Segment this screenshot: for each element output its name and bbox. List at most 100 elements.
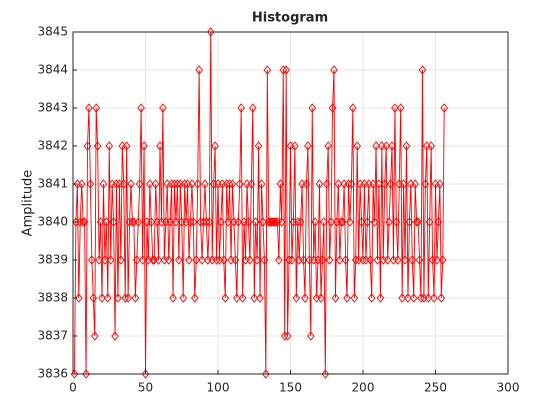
data-point (414, 217, 422, 227)
data-point (117, 255, 125, 265)
data-point (147, 217, 156, 227)
data-point (437, 293, 446, 303)
data-point (401, 255, 409, 265)
data-point (154, 255, 163, 265)
data-point (235, 179, 244, 189)
x-tick-label: 0 (69, 381, 77, 395)
data-point (237, 103, 245, 113)
data-point (308, 103, 317, 113)
data-point (424, 293, 433, 303)
data-point (196, 217, 205, 227)
y-tick-label: 3845 (37, 25, 68, 39)
data-point (114, 293, 122, 303)
data-point (317, 293, 325, 303)
data-point (189, 217, 198, 227)
data-point (251, 217, 260, 227)
data-point (392, 217, 401, 227)
data-point (425, 217, 434, 227)
data-point (283, 331, 292, 341)
data-point (341, 255, 350, 265)
data-point (122, 141, 131, 151)
data-point (246, 255, 254, 265)
data-point (402, 141, 411, 151)
data-point (382, 141, 390, 151)
data-point (386, 179, 395, 189)
data-point (418, 65, 427, 75)
data-point (98, 293, 106, 303)
data-point (372, 141, 380, 151)
data-point (173, 179, 182, 189)
data-point (135, 179, 144, 189)
data-point (75, 293, 83, 303)
data-point (134, 217, 143, 227)
data-point (169, 293, 177, 303)
data-point (430, 293, 438, 303)
data-point (186, 217, 195, 227)
data-point (391, 103, 399, 113)
data-point (106, 255, 115, 265)
data-point (80, 217, 89, 227)
data-point (279, 65, 288, 75)
x-tick-label: 250 (424, 381, 447, 395)
data-point (221, 293, 230, 303)
data-point (262, 369, 270, 379)
data-point (109, 217, 118, 227)
data-point (417, 293, 425, 303)
data-point (192, 255, 201, 265)
data-point (304, 141, 312, 151)
data-point (385, 217, 393, 227)
data-point (412, 217, 421, 227)
data-point (369, 179, 377, 189)
data-point (263, 65, 272, 75)
data-point (95, 255, 103, 265)
y-axis-label: Amplitude (21, 170, 36, 237)
y-tick-label: 3841 (37, 177, 68, 191)
data-point (99, 179, 108, 189)
data-point (440, 103, 448, 113)
data-point (77, 179, 86, 189)
data-point (195, 65, 203, 75)
data-point (85, 103, 93, 113)
data-point (140, 141, 148, 151)
data-point (311, 217, 319, 227)
x-tick-label: 300 (497, 381, 520, 395)
y-tick-label: 3838 (37, 291, 68, 305)
data-point (388, 141, 396, 151)
data-point (128, 217, 137, 227)
data-point (96, 217, 105, 227)
data-point (86, 179, 95, 189)
data-point (409, 293, 418, 303)
data-point (331, 293, 340, 303)
x-tick-label: 50 (138, 381, 153, 395)
data-point (92, 103, 100, 113)
data-point (253, 255, 261, 265)
data-point (225, 179, 234, 189)
data-point (349, 103, 357, 113)
y-tick-label: 3839 (37, 253, 68, 267)
y-tick-label: 3843 (37, 101, 68, 115)
data-point (217, 217, 225, 227)
data-point (398, 293, 406, 303)
data-point (247, 179, 256, 189)
data-point (170, 179, 179, 189)
data-point (408, 255, 417, 265)
data-point (188, 179, 196, 189)
data-point (396, 103, 405, 113)
data-point (302, 179, 311, 189)
data-point (238, 293, 247, 303)
data-point (344, 179, 353, 189)
data-point (156, 141, 164, 151)
data-point (292, 293, 301, 303)
data-point (137, 103, 145, 113)
data-point (366, 255, 375, 265)
data-point (327, 217, 335, 227)
data-point (220, 255, 228, 265)
data-point (363, 217, 372, 227)
data-point (180, 179, 189, 189)
data-point (260, 255, 269, 265)
data-point (198, 255, 206, 265)
data-point (138, 255, 147, 265)
data-point (254, 141, 263, 151)
data-point (353, 141, 361, 151)
data-point (293, 217, 302, 227)
